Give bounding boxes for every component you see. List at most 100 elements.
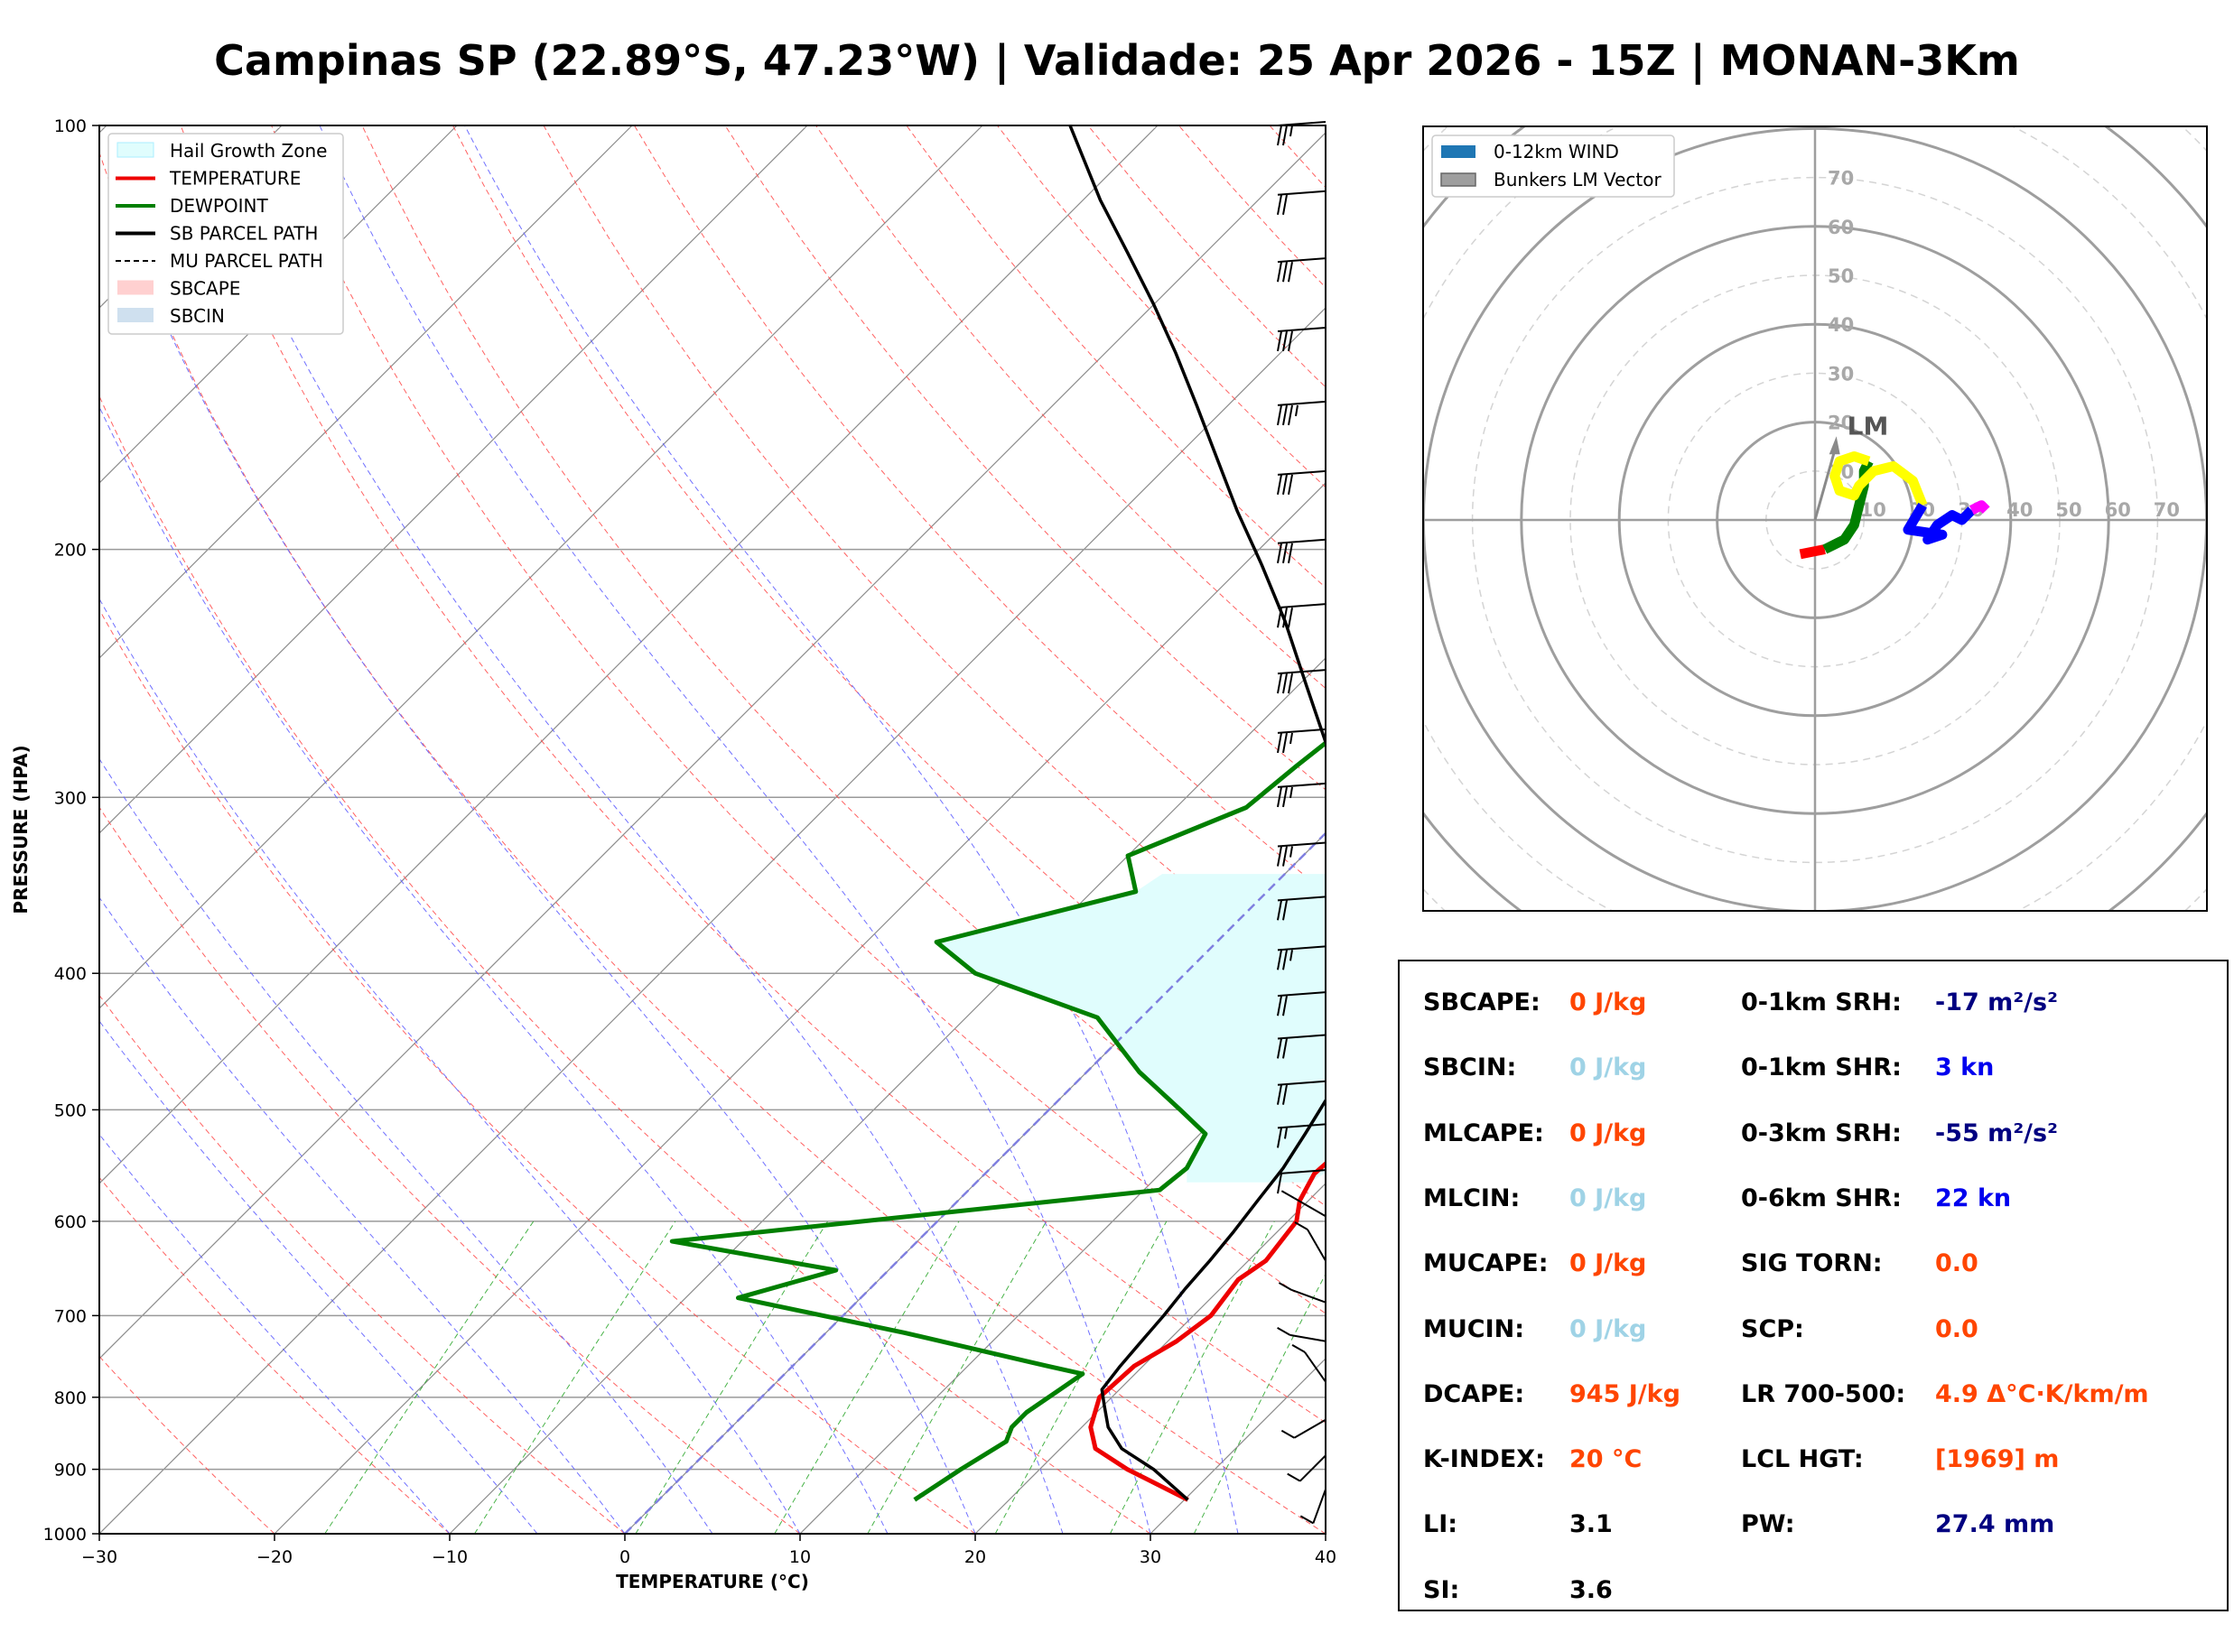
legend-label: Hail Growth Zone — [170, 140, 327, 162]
moist-adiabat-line — [319, 125, 1151, 1534]
param-value: 22 kn — [1935, 1183, 2012, 1212]
chart-title: Campinas SP (22.89°S, 47.23°W) | Validad… — [214, 36, 2020, 85]
wind-barb-flag — [1282, 846, 1288, 867]
y-tick-label: 700 — [54, 1306, 87, 1326]
wind-barb-flag — [1282, 125, 1288, 146]
wind-barb-flag — [1295, 404, 1299, 417]
wind-barb-flag — [1282, 673, 1288, 694]
param-value: -55 m²/s² — [1935, 1118, 2058, 1147]
x-tick-label: 0 — [619, 1547, 630, 1567]
wind-barb-staff — [1307, 1229, 1326, 1262]
wind-barb — [1277, 400, 1326, 426]
legend-swatch — [116, 142, 154, 158]
wind-barb-flag — [1277, 474, 1282, 496]
dry-adiabat-line — [99, 806, 801, 1534]
moist-adiabat-line — [99, 1133, 451, 1534]
param-value: 20 °C — [1569, 1445, 1643, 1474]
wind-barb — [1277, 1169, 1326, 1194]
param-label: SIG TORN: — [1741, 1249, 1883, 1278]
y-tick-label: 100 — [54, 116, 87, 136]
wind-barb-flag — [1277, 330, 1282, 352]
param-label: DCAPE: — [1423, 1379, 1525, 1408]
wind-barb-flag — [1282, 543, 1288, 563]
wind-barb-flag — [1289, 125, 1293, 137]
isotherm-line — [974, 1183, 1326, 1534]
dry-adiabat-line — [452, 125, 1326, 1101]
wind-barb-staff — [1277, 782, 1326, 788]
param-value: 0 J/kg — [1569, 988, 1647, 1016]
x-tick-label: 30 — [1140, 1547, 1161, 1567]
y-tick-label: 1000 — [43, 1525, 87, 1545]
dry-adiabat-line — [361, 125, 1326, 1207]
param-label: 0-6km SHR: — [1741, 1183, 1902, 1212]
param-label: MLCIN: — [1423, 1183, 1521, 1212]
wind-barb-flag — [1282, 1038, 1288, 1059]
wind-barb — [1277, 257, 1326, 283]
wind-barb-flag — [1282, 786, 1288, 808]
param-label: MLCAPE: — [1423, 1118, 1544, 1147]
x-tick-label: −10 — [432, 1547, 468, 1567]
wind-barb-flag — [1291, 1344, 1306, 1353]
wind-barb — [1277, 728, 1326, 754]
wind-barb — [1277, 538, 1326, 563]
isotherm-line — [99, 125, 983, 1009]
dry-adiabat-line — [99, 1176, 451, 1534]
mixing-ratio-line — [774, 1220, 960, 1534]
wind-barb — [1277, 782, 1326, 808]
sb-parcel-path-line — [1068, 125, 1326, 1501]
wind-barb-staff — [1291, 1289, 1326, 1304]
wind-barb — [1294, 1221, 1326, 1262]
x-tick-label: 10 — [789, 1547, 811, 1567]
moist-adiabat-line — [148, 285, 976, 1534]
wind-barb-staff — [1277, 469, 1326, 476]
y-tick-label: 400 — [54, 964, 87, 984]
param-label: 0-1km SHR: — [1741, 1053, 1902, 1082]
x-axis-label: TEMPERATURE (°C) — [616, 1571, 809, 1592]
wind-barb-staff — [1277, 728, 1326, 734]
skewt-frame — [98, 125, 1326, 1535]
legend-label: SBCAPE — [170, 278, 240, 300]
wind-barb-flag — [1277, 1128, 1282, 1148]
wind-barb-flag — [1277, 846, 1282, 867]
wind-barb-flag — [1277, 543, 1282, 563]
moist-adiabat-line — [229, 210, 1064, 1534]
isotherm-line — [274, 482, 1326, 1534]
wind-barb-flag — [1282, 330, 1288, 352]
wind-barb-flag — [1277, 194, 1282, 215]
dry-adiabat-line — [634, 125, 1326, 893]
wind-barb — [1277, 1326, 1326, 1342]
wind-barb-flag — [1288, 474, 1293, 496]
isotherm-line — [99, 125, 283, 309]
y-tick-label: 300 — [54, 788, 87, 808]
wind-barb-flag — [1277, 1038, 1282, 1059]
wind-barb-flag — [1278, 1282, 1292, 1291]
isotherm-line — [99, 125, 458, 484]
wind-barb-flag — [1282, 1084, 1288, 1105]
y-tick-label: 200 — [54, 541, 87, 561]
wind-barb — [1291, 1344, 1326, 1383]
param-value: 945 J/kg — [1569, 1379, 1680, 1408]
wind-barb-flag — [1280, 1190, 1295, 1200]
dry-adiabat-line — [180, 125, 1326, 1424]
wind-barb-flag — [1277, 262, 1282, 283]
wind-barb — [1280, 1418, 1326, 1439]
wind-barb — [1278, 1282, 1326, 1304]
wind-barb — [1277, 1123, 1326, 1148]
wind-barb-flag — [1277, 732, 1282, 754]
wind-barb — [1277, 841, 1326, 867]
mixing-ratio-line — [635, 1220, 829, 1534]
wind-barb-flag — [1277, 786, 1282, 808]
wind-barb-flag — [1288, 673, 1293, 694]
wind-barb-flag — [1277, 608, 1282, 628]
param-value: 0 J/kg — [1569, 1118, 1647, 1147]
isotherm-line — [99, 125, 633, 659]
wind-barb — [1277, 896, 1326, 921]
wind-barb-flag — [1282, 404, 1288, 426]
y-tick-label: 600 — [54, 1212, 87, 1232]
param-value: [1969] m — [1935, 1445, 2060, 1474]
wind-barb-flag — [1277, 950, 1282, 970]
wind-barb-flag — [1289, 786, 1293, 799]
param-value: -17 m²/s² — [1935, 988, 2058, 1016]
wind-barb — [1287, 1454, 1326, 1482]
